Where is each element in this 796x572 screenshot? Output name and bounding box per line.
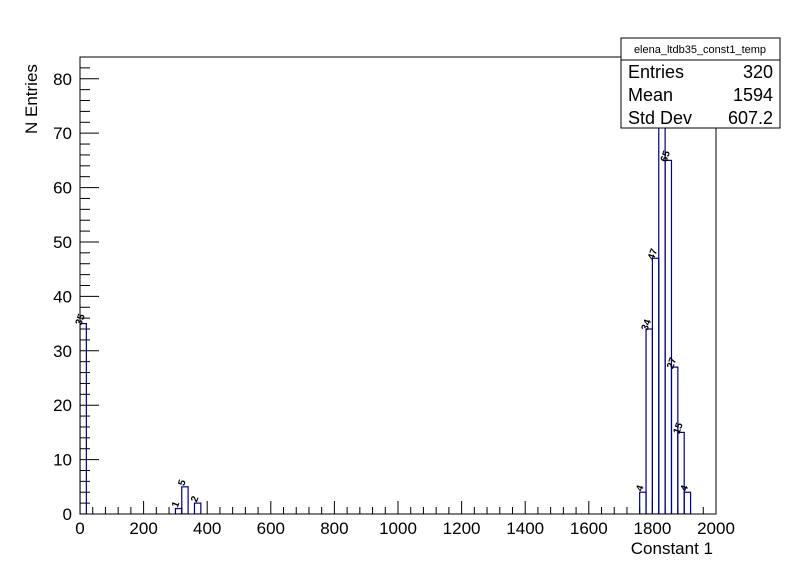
x-tick-label: 1800	[633, 519, 671, 538]
bin-value-label: 35	[74, 312, 88, 327]
x-tick-label: 800	[320, 519, 348, 538]
histogram-bar	[664, 159, 673, 514]
stats-stddev-value: 607.2	[728, 108, 773, 128]
bin-value-label: 4	[679, 483, 691, 492]
x-axis-title: Constant 1	[631, 539, 713, 558]
stats-entries-label: Entries	[628, 62, 684, 82]
histogram-bar	[193, 502, 202, 514]
y-tick-label: 10	[53, 451, 72, 470]
bin-value-label: 15	[672, 421, 686, 436]
stats-box: elena_ltdb35_const1_temp Entries 320 Mea…	[620, 37, 781, 129]
bin-value-label: 2	[189, 494, 201, 503]
x-tick-label: 400	[193, 519, 221, 538]
x-tick-label: 200	[129, 519, 157, 538]
x-tick-label: 1000	[379, 519, 417, 538]
bin-value-label: 34	[640, 318, 654, 333]
stats-box-title: elena_ltdb35_const1_temp	[634, 44, 766, 56]
y-tick-label: 0	[63, 505, 72, 524]
bin-value-label: 65	[659, 149, 673, 164]
x-tick-label: 1200	[443, 519, 481, 538]
stats-stddev-label: Std Dev	[628, 108, 692, 128]
histogram-bar	[80, 322, 87, 514]
bin-value-label: 4	[634, 483, 646, 492]
y-tick-label: 50	[53, 233, 72, 252]
bin-value-label: 27	[665, 356, 679, 371]
y-tick-label: 30	[53, 342, 72, 361]
stats-box-frame	[620, 37, 781, 129]
y-axis-title: N Entries	[22, 64, 41, 134]
bin-value-label: 5	[176, 478, 188, 487]
histogram-bar	[683, 491, 692, 514]
plot-frame	[79, 56, 717, 515]
x-tick-label: 600	[257, 519, 285, 538]
axis-tick-labels: 0 200 400 600 800 1000 1200 1400 1600 1800 2000 0 10…	[53, 70, 735, 538]
x-tick-label: 0	[75, 519, 84, 538]
stats-entries-value: 320	[743, 62, 773, 82]
bin-value-label: 1	[170, 500, 182, 509]
bin-value-label: 47	[646, 247, 660, 262]
x-tick-label: 1400	[506, 519, 544, 538]
y-tick-label: 40	[53, 287, 72, 306]
y-tick-label: 80	[53, 70, 72, 89]
stats-mean-label: Mean	[628, 85, 673, 105]
y-tick-label: 70	[53, 124, 72, 143]
stats-mean-value: 1594	[733, 85, 773, 105]
x-tick-label: 2000	[697, 519, 735, 538]
y-tick-label: 60	[53, 179, 72, 198]
y-tick-label: 20	[53, 396, 72, 415]
x-tick-label: 1600	[570, 519, 608, 538]
